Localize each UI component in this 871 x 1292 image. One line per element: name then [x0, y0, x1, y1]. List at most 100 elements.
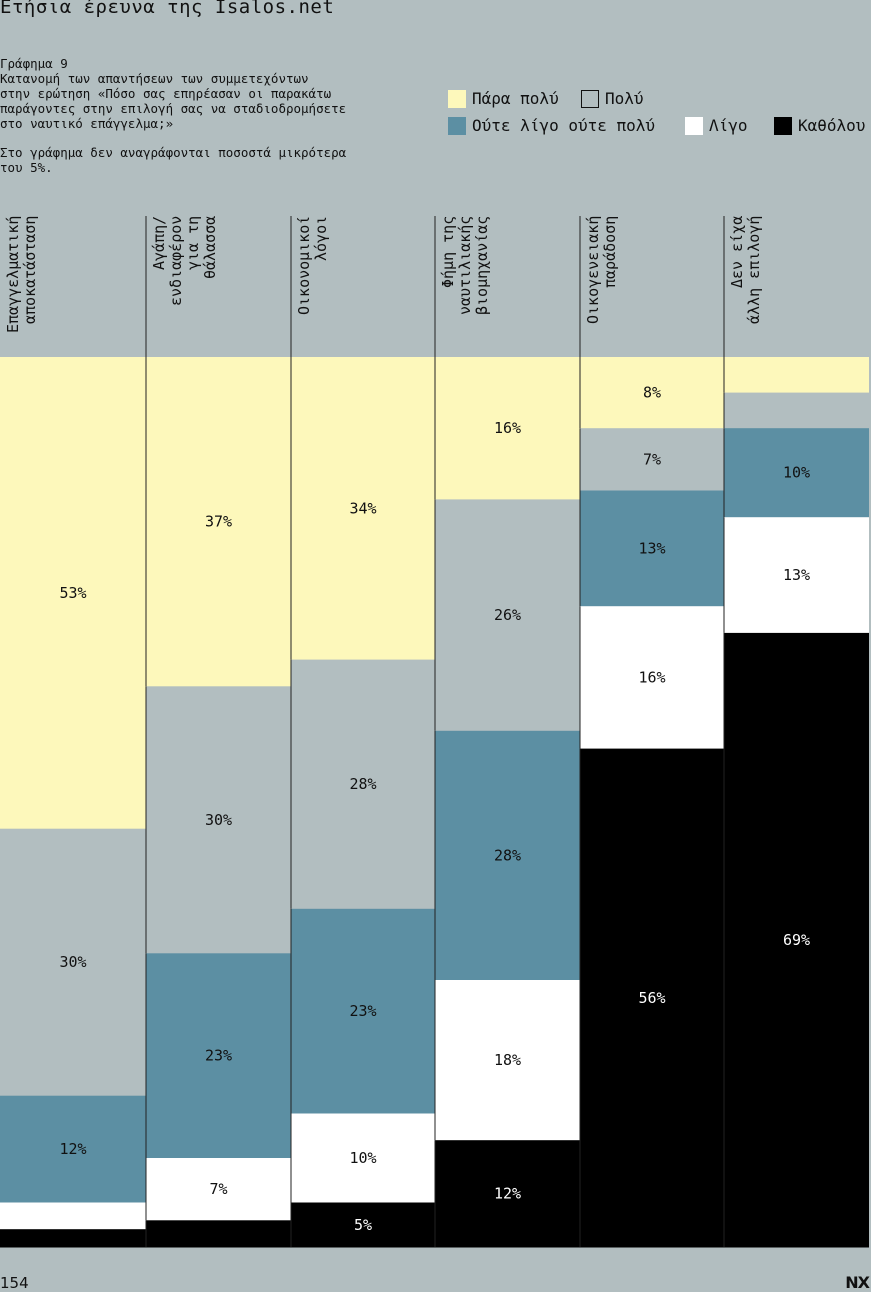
legend-label-oute-ligo: Ούτε λίγο ούτε πολύ: [472, 116, 656, 135]
bar-segment: [723, 392, 869, 429]
legend-item-para-poly: Πάρα πολύ: [448, 89, 559, 108]
legend-item-oute-ligo: Ούτε λίγο ούτε πολύ: [448, 116, 655, 135]
bar-segment: 8%: [579, 357, 724, 429]
legend-item-ligo: Λίγο: [685, 116, 748, 135]
legend-label-poly: Πολύ: [605, 89, 644, 108]
data-label: 16%: [638, 668, 665, 686]
bar-segment: 30%: [0, 828, 146, 1097]
legend-swatch-para-poly: [448, 89, 466, 108]
bar-segment: 5%: [290, 1202, 435, 1248]
bar-segment: 30%: [145, 686, 291, 954]
bar-segment-rect: [724, 392, 869, 429]
bar-segment-rect: [146, 953, 291, 1159]
data-label: 18%: [494, 1051, 521, 1069]
bar-segment-rect: [0, 1095, 146, 1203]
chart-intro: Γράφημα 9 Κατανομή των απαντήσεων των συ…: [0, 56, 420, 175]
bar-segment-rect: [580, 748, 724, 1248]
data-label: 10%: [349, 1149, 376, 1167]
data-label: 28%: [349, 775, 376, 793]
bar-segment: 28%: [434, 730, 580, 981]
data-label: 16%: [494, 419, 521, 437]
data-label: 69%: [783, 931, 810, 949]
bar-segment-rect: [724, 357, 869, 394]
publisher-logo: NX: [845, 1273, 870, 1292]
bar-segment: 10%: [723, 428, 869, 518]
data-label: 8%: [643, 384, 661, 402]
data-label: 28%: [494, 846, 521, 864]
data-label: 26%: [494, 606, 521, 624]
bar-segment-rect: [724, 428, 869, 518]
bar-segment: 16%: [579, 606, 724, 750]
data-label: 56%: [638, 989, 665, 1007]
bar-segment: 69%: [723, 632, 869, 1248]
bar-segment-rect: [291, 1202, 435, 1248]
data-label: 30%: [59, 953, 86, 971]
chart-description: Γράφημα 9 Κατανομή των απαντήσεων των συ…: [0, 56, 347, 131]
bar-segment-rect: [724, 632, 869, 1248]
bar-segment-rect: [291, 1113, 435, 1203]
data-label: 30%: [205, 811, 232, 829]
data-label: 37%: [205, 513, 232, 531]
bar-segment: [723, 357, 869, 394]
legend-label-katholou: Καθόλου: [798, 116, 866, 135]
data-label: 10%: [783, 464, 810, 482]
legend-item-poly: Πολύ: [581, 89, 644, 108]
data-label: 5%: [354, 1216, 372, 1234]
bar-segment-rect: [146, 357, 291, 687]
data-label: 13%: [783, 566, 810, 584]
bar-segment: 56%: [579, 748, 724, 1248]
data-label: 53%: [59, 584, 86, 602]
bar-segment: 28%: [290, 659, 435, 910]
data-label: 13%: [638, 539, 665, 557]
data-label: 7%: [643, 450, 661, 468]
bar-segment-rect: [291, 659, 435, 910]
bar-segment: 37%: [145, 357, 291, 687]
bar-segment: 12%: [434, 1140, 580, 1248]
bar-segment: 26%: [434, 499, 580, 732]
data-label: 12%: [59, 1140, 86, 1158]
bar-segment-rect: [146, 1220, 291, 1248]
bar-segment: 23%: [290, 908, 435, 1114]
legend-label-ligo: Λίγο: [709, 116, 748, 135]
bar-segment: 10%: [290, 1113, 435, 1203]
bar-segment: 13%: [579, 490, 724, 607]
bar-segment: 23%: [145, 953, 291, 1159]
data-label: 23%: [349, 1002, 376, 1020]
bar-segment-rect: [0, 1202, 146, 1230]
page-number: 154: [0, 1274, 29, 1292]
bar-segment-rect: [291, 908, 435, 1114]
bar-segment: 16%: [434, 357, 580, 500]
legend-label-para-poly: Πάρα πολύ: [472, 89, 559, 108]
bar-segment: [0, 1229, 146, 1248]
bar-segment-rect: [146, 686, 291, 954]
legend-swatch-ligo: [685, 116, 703, 135]
bar-segment-rect: [435, 980, 580, 1141]
bar-segment: [145, 1220, 291, 1248]
data-label: 7%: [209, 1180, 227, 1198]
bar-segment: 12%: [0, 1095, 146, 1203]
bar-segment-rect: [291, 357, 435, 661]
bar-segment-rect: [146, 1158, 291, 1221]
bar-segment-rect: [724, 517, 869, 634]
legend-swatch-katholou: [774, 116, 792, 135]
legend-swatch-oute-ligo: [448, 116, 466, 135]
bar-segment-rect: [435, 357, 580, 500]
bar-segment-rect: [435, 1140, 580, 1248]
bar-segment-rect: [0, 357, 146, 830]
bar-segment: 7%: [579, 428, 724, 491]
bar-segment-rect: [580, 428, 724, 491]
bar-segment-rect: [580, 606, 724, 750]
bar-segment-rect: [435, 499, 580, 732]
bar-segment: 34%: [290, 357, 435, 661]
chart-legend: Πάρα πολύ Πολύ Ούτε λίγο ούτε πολύ Λίγο …: [0, 0, 871, 150]
bar-segment-rect: [580, 490, 724, 607]
bar-segment-rect: [435, 730, 580, 981]
page-title: Ετήσια έρευνα της Isalos.net: [0, 0, 335, 18]
data-label: 23%: [205, 1047, 232, 1065]
chart-note: Στο γράφημα δεν αναγράφονται ποσοστά μικ…: [0, 145, 347, 175]
bar-segment: [0, 1202, 146, 1230]
legend-swatch-poly: [581, 89, 599, 108]
bar-segment: 53%: [0, 357, 146, 830]
bar-segment-rect: [580, 357, 724, 429]
